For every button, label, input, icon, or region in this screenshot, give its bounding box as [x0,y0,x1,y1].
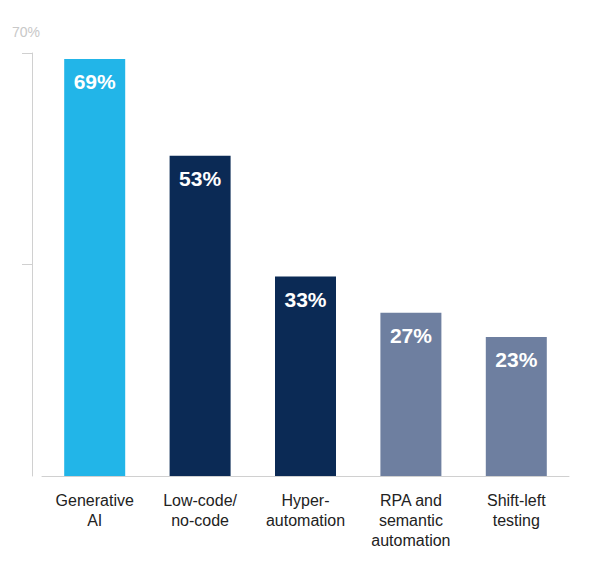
svg-text:33%: 33% [284,288,326,311]
svg-text:27%: 27% [390,324,432,347]
svg-text:RPA and: RPA and [380,492,442,509]
svg-text:70%: 70% [12,24,40,40]
svg-text:testing: testing [493,512,540,529]
svg-text:automation: automation [266,512,345,529]
svg-text:AI: AI [87,512,102,529]
svg-text:Generative: Generative [56,492,134,509]
svg-text:Low-code/: Low-code/ [163,492,237,509]
svg-text:semantic: semantic [379,512,443,529]
svg-text:23%: 23% [495,348,537,371]
svg-text:no-code: no-code [171,512,229,529]
svg-text:automation: automation [371,532,450,549]
svg-text:Shift-left: Shift-left [487,492,546,509]
svg-text:53%: 53% [179,167,221,190]
svg-text:69%: 69% [74,70,116,93]
svg-text:Hyper-: Hyper- [281,492,329,509]
